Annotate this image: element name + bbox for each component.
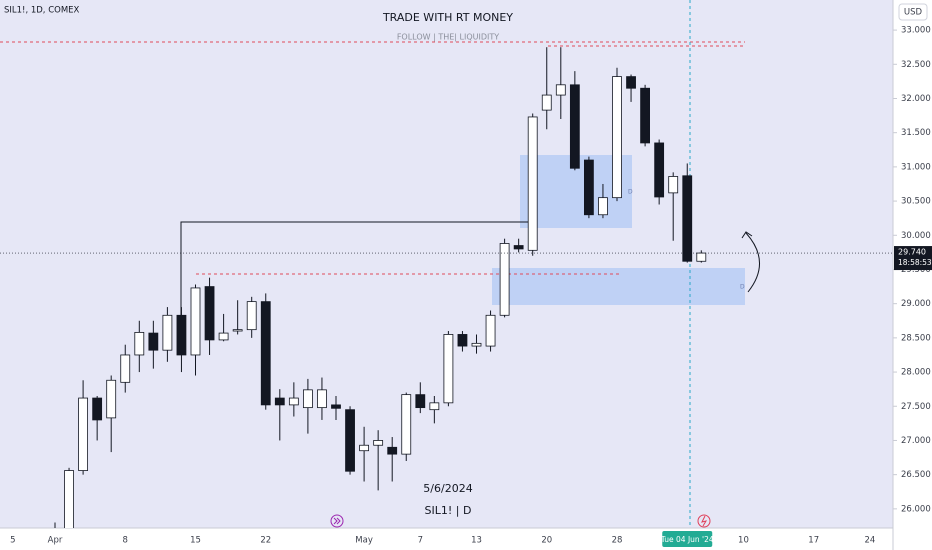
candle-body xyxy=(485,314,496,347)
currency-box xyxy=(898,3,928,21)
x-tick-label: 13 xyxy=(471,536,482,546)
x-tick-label: 22 xyxy=(260,536,271,546)
y-tick-label: 28.000 xyxy=(901,368,931,378)
x-tick-label: 15 xyxy=(190,536,201,546)
y-tick-label: 26.000 xyxy=(901,504,931,514)
y-tick-label: 31.000 xyxy=(901,162,931,172)
x-tick-label: 28 xyxy=(612,536,623,546)
annotation: 5/6/2024 xyxy=(423,482,472,495)
candle-body xyxy=(471,342,482,347)
y-tick-label: 26.500 xyxy=(901,470,931,480)
candle-body xyxy=(429,402,440,411)
y-tick-label: 30.000 xyxy=(901,231,931,241)
candle-body xyxy=(696,252,707,262)
last-price-box xyxy=(894,246,932,271)
arrow xyxy=(745,232,760,293)
candle-body xyxy=(626,76,636,89)
countdown: 18:58:53 xyxy=(898,258,932,267)
last-price-label: 29.740 xyxy=(898,248,926,257)
candle-body xyxy=(260,301,271,406)
candle-body xyxy=(373,440,384,446)
x-tick-label: 20 xyxy=(541,536,552,546)
candle-body xyxy=(204,286,215,341)
x-tick-label: 10 xyxy=(738,536,749,546)
x-cursor-label: Tue 04 Jun '24 xyxy=(660,535,714,544)
candle-body xyxy=(654,142,665,198)
currency: USD xyxy=(904,8,923,18)
y-tick-label: 27.500 xyxy=(901,402,931,412)
event-icon-glyph xyxy=(701,515,708,527)
x-tick-label: May xyxy=(355,536,373,546)
candle-body xyxy=(415,394,426,409)
annotation: SIL1! | D xyxy=(425,504,472,517)
y-tick-label: 30.500 xyxy=(901,197,931,207)
candle-body xyxy=(555,84,566,96)
candle-body xyxy=(120,354,131,383)
x-tick-label: 7 xyxy=(418,536,423,546)
y-tick-label: 29.000 xyxy=(901,299,931,309)
candle-body xyxy=(190,287,201,356)
candle-body xyxy=(612,76,622,199)
y-tick-label: 28.500 xyxy=(901,333,931,343)
candle-body xyxy=(218,332,229,341)
candle-body xyxy=(288,397,299,406)
x-tick-label: 8 xyxy=(123,536,128,546)
x-tick-label: 5 xyxy=(10,536,15,546)
candle-body xyxy=(274,397,285,406)
symbol: SIL1!, 1D, COMEX xyxy=(4,6,80,16)
candle-body xyxy=(584,159,594,216)
candle-body xyxy=(541,94,552,111)
candle-body xyxy=(317,389,327,409)
x-tick-label: 24 xyxy=(864,536,875,546)
y-tick-label: 32.500 xyxy=(901,60,931,70)
candle-body xyxy=(499,243,510,316)
candle-body xyxy=(513,245,524,250)
plot-background xyxy=(0,0,893,528)
y-tick-label: 27.000 xyxy=(901,436,931,446)
candle-body xyxy=(359,444,370,452)
candle-body xyxy=(527,116,538,251)
candle-body xyxy=(401,394,412,455)
event-icon-glyph xyxy=(333,517,341,525)
candle-body xyxy=(345,409,355,472)
zone-label: D xyxy=(740,284,745,291)
candle-body xyxy=(331,404,341,409)
candle-body xyxy=(246,301,257,331)
candle-body xyxy=(443,334,454,404)
candle-body xyxy=(569,84,580,169)
candle-body xyxy=(640,87,650,144)
y-tick-label: 33.000 xyxy=(901,26,931,36)
x-tick-label: Apr xyxy=(48,536,63,546)
y-tick-label: 31.500 xyxy=(901,128,931,138)
candle-body xyxy=(78,397,88,471)
zone-label: D xyxy=(628,189,633,196)
candle-body xyxy=(302,389,313,409)
candle-body xyxy=(134,331,145,356)
candle-body xyxy=(387,446,398,455)
candle-body xyxy=(682,175,693,262)
candle-body xyxy=(148,332,159,351)
event-icon[interactable] xyxy=(697,514,711,528)
candle-body xyxy=(106,379,117,419)
subtitle: FOLLOW | THE| LIQUIDITY xyxy=(397,33,499,42)
candle-body xyxy=(457,334,468,347)
price-axis xyxy=(893,0,932,550)
y-tick-label: 32.000 xyxy=(901,94,931,104)
candle-body xyxy=(232,329,243,332)
candle-body xyxy=(176,314,187,356)
time-axis xyxy=(0,528,893,550)
candle-body xyxy=(64,470,74,528)
event-icon[interactable] xyxy=(330,514,344,528)
candle-body xyxy=(598,197,608,216)
candle-body xyxy=(162,314,173,351)
x-tick-label: 17 xyxy=(808,536,819,546)
arrow-head xyxy=(741,231,753,239)
candle-body xyxy=(668,176,679,194)
plot xyxy=(0,0,893,528)
chart-title: TRADE WITH RT MONEY xyxy=(382,11,513,24)
x-cursor-label-bg xyxy=(662,531,713,547)
candle-body xyxy=(92,397,103,421)
